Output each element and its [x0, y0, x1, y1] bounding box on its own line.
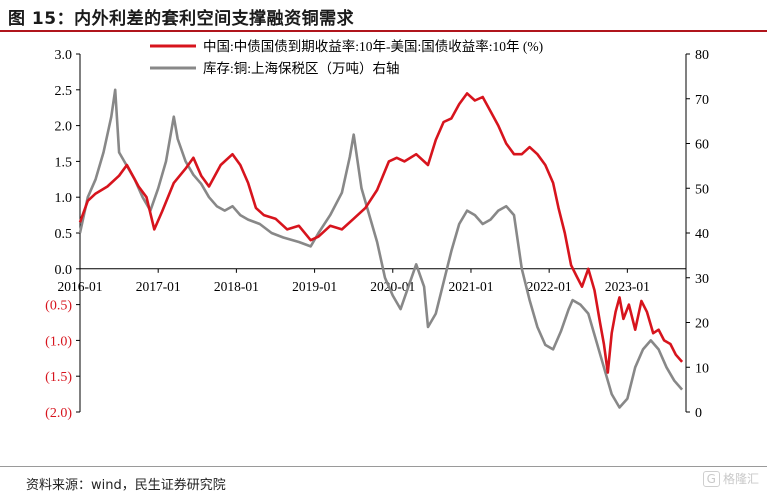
source-note: 资料来源：wind，民生证券研究院: [26, 478, 226, 493]
x-tick-label: 2018-01: [214, 279, 259, 294]
chart-axes: [79, 54, 687, 412]
right-tick-label: 70: [695, 93, 709, 108]
right-tick-label: 30: [695, 272, 709, 287]
left-tick-label: (1.0): [45, 334, 72, 349]
yield-spread-line: [78, 92, 684, 374]
watermark-text: 格隆汇: [722, 472, 759, 486]
x-tick-label: 2017-01: [136, 279, 181, 294]
series-layer: [78, 88, 684, 409]
watermark-icon: G: [702, 471, 720, 487]
right-tick-label: 80: [695, 48, 709, 63]
left-axis-ticks: 3.0 2.5 2.0 1.5 1.0 0.5 0.0 (0.5) (1.0) (1.5) (2.0…: [45, 48, 80, 421]
left-tick-label: 3.0: [55, 48, 73, 63]
left-tick-label: 2.5: [55, 84, 73, 99]
legend-label: 中国:中债国债到期收益率:10年-美国:国债收益率:10年 (%): [203, 38, 543, 54]
x-tick-label: 2016-01: [58, 279, 103, 294]
left-tick-label: 0.5: [55, 227, 73, 242]
left-tick-label: (1.5): [45, 370, 72, 385]
left-tick-label: 1.5: [55, 155, 73, 170]
x-tick-label: 2019-01: [292, 279, 337, 294]
x-tick-label: 2022-01: [527, 279, 572, 294]
left-tick-label: 0.0: [55, 263, 73, 278]
dual-axis-line-chart: 3.0 2.5 2.0 1.5 1.0 0.5 0.0 (0.5) (1.0) (1.5) (2.0…: [45, 38, 709, 421]
right-tick-label: 50: [695, 182, 709, 197]
right-tick-label: 0: [695, 406, 702, 421]
chart-legend: 中国:中债国债到期收益率:10年-美国:国债收益率:10年 (%) 库存:铜:上海…: [150, 38, 543, 76]
left-tick-label: 2.0: [55, 120, 73, 135]
right-tick-label: 10: [695, 361, 709, 376]
x-tick-label: 2021-01: [448, 279, 493, 294]
legend-label: 库存:铜:上海保税区（万吨）右轴: [203, 61, 400, 76]
title-divider: [0, 30, 767, 32]
x-tick-label: 2020-01: [370, 279, 415, 294]
figure-title: 图 15：内外利差的套利空间支撑融资铜需求: [8, 9, 355, 29]
left-tick-label: (2.0): [45, 406, 72, 421]
source-divider: [0, 466, 767, 467]
right-tick-label: 40: [695, 227, 709, 242]
x-axis-ticks: 2016-01 2017-01 2018-01 2019-01 2020-01 2021-…: [58, 268, 650, 294]
x-tick-label: 2023-01: [605, 279, 650, 294]
right-tick-label: 20: [695, 317, 709, 332]
bonded-copper-inventory-line: [78, 88, 684, 409]
watermark: G 格隆汇: [702, 470, 759, 487]
right-tick-label: 60: [695, 138, 709, 153]
left-tick-label: (0.5): [45, 299, 72, 314]
right-axis-ticks: 80 70 60 50 40 30 20 10 0: [686, 48, 709, 421]
left-tick-label: 1.0: [55, 191, 73, 206]
